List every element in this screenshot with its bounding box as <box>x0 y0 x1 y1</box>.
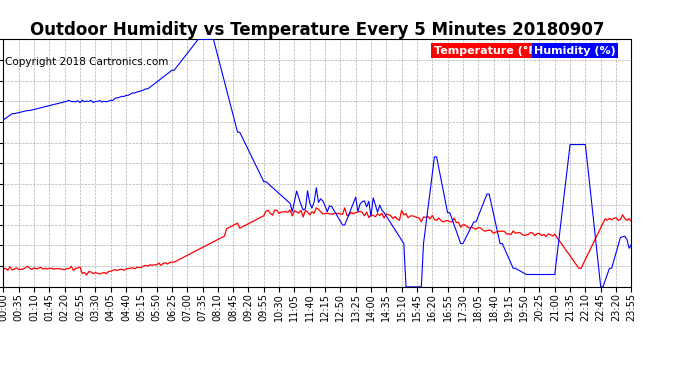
Text: Temperature (°F): Temperature (°F) <box>433 46 540 56</box>
Text: Humidity (%): Humidity (%) <box>534 46 615 56</box>
Title: Outdoor Humidity vs Temperature Every 5 Minutes 20180907: Outdoor Humidity vs Temperature Every 5 … <box>30 21 604 39</box>
Text: Copyright 2018 Cartronics.com: Copyright 2018 Cartronics.com <box>5 57 168 67</box>
